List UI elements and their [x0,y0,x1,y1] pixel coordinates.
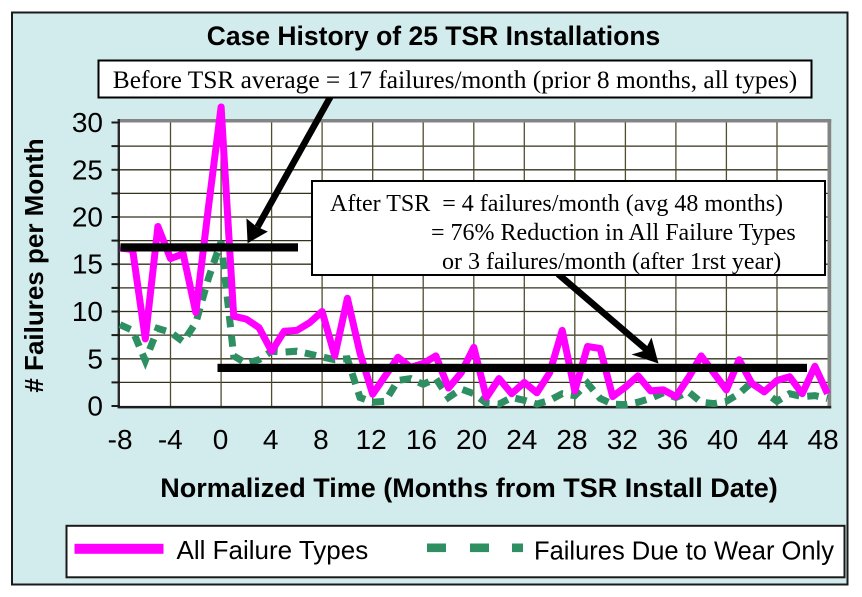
svg-text:# Failures per Month: # Failures per Month [19,138,49,392]
svg-text:0: 0 [213,424,229,455]
svg-text:20: 20 [72,202,103,233]
svg-text:12: 12 [356,424,387,455]
svg-text:After TSR = 4 failures/month: After TSR = 4 failures/month (avg 48 mon… [330,191,783,217]
svg-text:30: 30 [72,107,103,138]
svg-text:= 76% Reduction in All Failure: = 76% Reduction in All Failure Types [431,220,796,246]
svg-text:36: 36 [657,424,688,455]
svg-text:or 3 failures/month (after 1rs: or 3 failures/month (after 1rst year) [442,249,781,275]
svg-text:44: 44 [757,424,788,455]
svg-text:16: 16 [406,424,437,455]
svg-text:Case History of 25 TSR Install: Case History of 25 TSR Installations [207,21,661,51]
svg-text:32: 32 [607,424,638,455]
svg-text:48: 48 [808,424,839,455]
svg-text:10: 10 [72,296,103,327]
svg-text:40: 40 [707,424,738,455]
svg-text:25: 25 [72,154,103,185]
svg-text:15: 15 [72,249,103,280]
svg-text:All Failure Types: All Failure Types [177,535,369,565]
svg-text:8: 8 [313,424,329,455]
svg-text:-4: -4 [158,424,183,455]
svg-text:0: 0 [87,391,103,422]
svg-text:20: 20 [456,424,487,455]
svg-text:24: 24 [506,424,537,455]
svg-text:-8: -8 [108,424,133,455]
svg-text:Failures Due to Wear Only: Failures Due to Wear Only [534,538,834,566]
svg-text:28: 28 [556,424,587,455]
svg-text:4: 4 [263,424,279,455]
svg-text:5: 5 [87,343,103,374]
svg-text:Before TSR average = 17 failur: Before TSR average = 17 failures/month (… [113,66,797,94]
svg-text:Normalized Time (Months from T: Normalized Time (Months from TSR Install… [160,473,778,503]
